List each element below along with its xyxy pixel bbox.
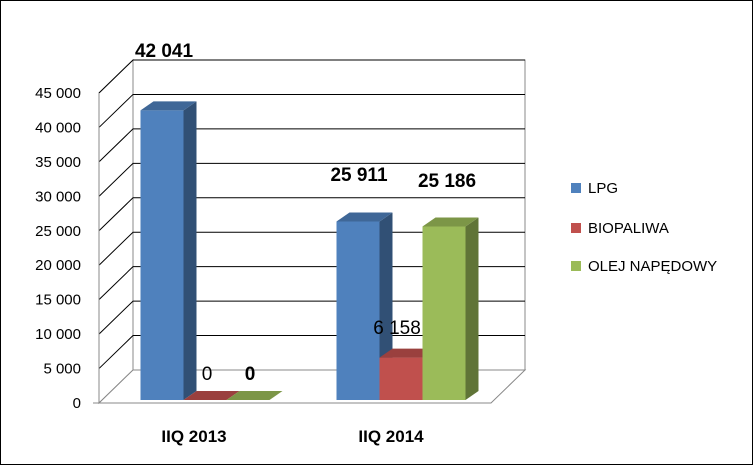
legend-item: LPG xyxy=(571,180,618,197)
bar-top xyxy=(226,391,283,400)
bar-top xyxy=(422,217,479,227)
data-label: 0 xyxy=(245,364,256,385)
y-tick-label: 5 000 xyxy=(43,361,81,378)
gridline xyxy=(98,162,525,197)
bar-side xyxy=(183,101,197,401)
gridline xyxy=(98,128,525,163)
bar-front xyxy=(140,110,184,401)
bar xyxy=(183,391,240,400)
legend-swatch xyxy=(571,183,581,193)
y-tick-label: 35 000 xyxy=(35,154,81,171)
legend-item: BIOPALIWA xyxy=(571,220,669,237)
data-label: 0 xyxy=(202,364,213,385)
bar-front xyxy=(336,221,380,400)
gridline xyxy=(98,59,525,94)
y-tick-label: 30 000 xyxy=(35,188,81,205)
data-label: 42 041 xyxy=(135,41,194,62)
bar xyxy=(422,217,479,400)
y-tick-label: 15 000 xyxy=(35,292,81,309)
gridline xyxy=(98,335,525,369)
gridline xyxy=(98,266,525,301)
legend-label: OLEJ NAPĘDOWY xyxy=(588,258,717,275)
y-tick-label: 25 000 xyxy=(35,223,81,240)
bar xyxy=(140,101,197,401)
bar-top xyxy=(379,348,436,358)
bar-top xyxy=(183,391,240,400)
legend-label: LPG xyxy=(588,180,618,197)
data-label: 25 186 xyxy=(418,171,476,192)
bar xyxy=(226,391,283,400)
legend-swatch xyxy=(571,261,581,271)
legend-swatch xyxy=(571,223,581,233)
y-tick-label: 20 000 xyxy=(35,257,81,274)
y-tick-label: 10 000 xyxy=(35,326,81,343)
x-category-label: IIQ 2013 xyxy=(161,427,226,446)
legend-label: BIOPALIWA xyxy=(588,220,669,237)
data-label: 25 911 xyxy=(330,165,387,186)
bar-front xyxy=(379,357,423,400)
gridline xyxy=(98,93,525,128)
data-label: 6 158 xyxy=(373,318,421,339)
legend-item: OLEJ NAPĘDOWY xyxy=(571,258,717,275)
y-tick-label: 40 000 xyxy=(35,119,81,136)
bar-front xyxy=(422,226,466,400)
gridline xyxy=(98,300,525,335)
gridline xyxy=(98,231,525,266)
bar-top xyxy=(140,101,197,111)
bar xyxy=(336,212,393,400)
x-category-label: IIQ 2014 xyxy=(358,427,424,446)
bar-side xyxy=(465,217,479,400)
y-tick-label: 45 000 xyxy=(35,85,81,102)
bar-top xyxy=(336,212,393,222)
y-tick-label: 0 xyxy=(73,395,81,412)
gridline xyxy=(98,197,525,232)
